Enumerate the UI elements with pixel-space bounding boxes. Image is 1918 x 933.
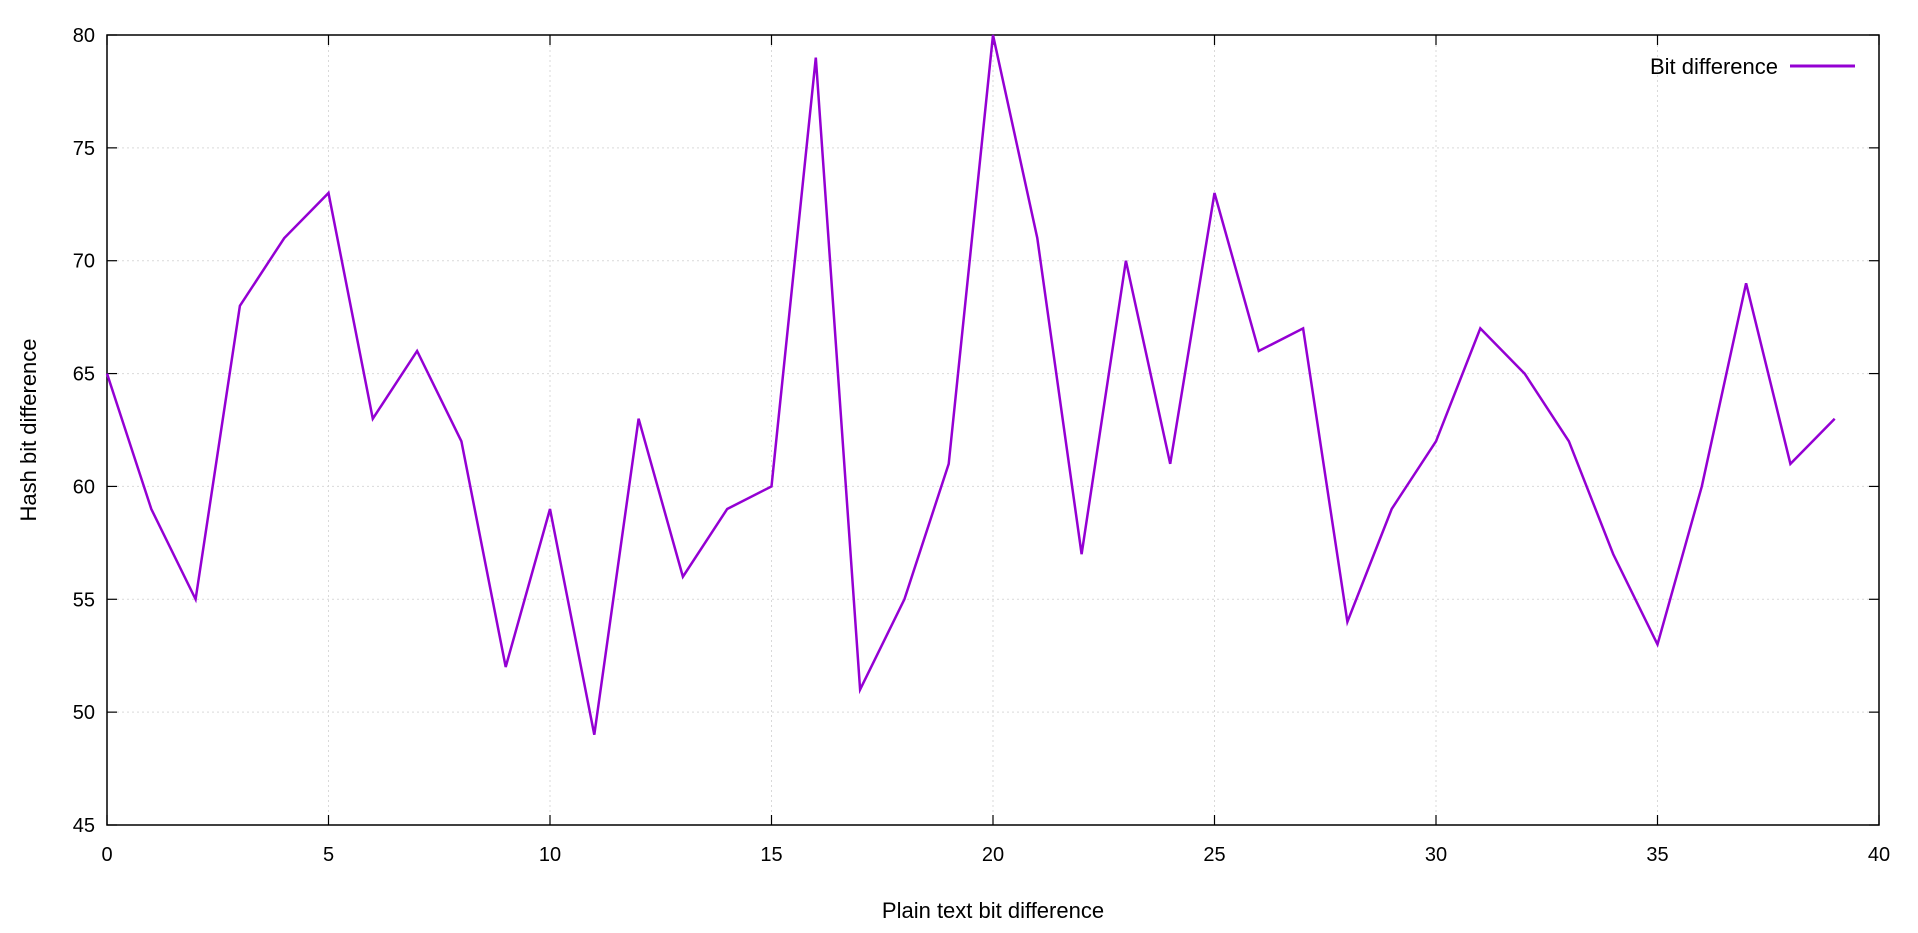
y-tick-label: 65 <box>73 364 95 386</box>
y-tick-label: 55 <box>73 589 95 611</box>
x-tick-label: 0 <box>101 844 112 866</box>
x-tick-label: 15 <box>760 844 782 866</box>
y-tick-labels: 45 50 55 60 65 70 75 80 <box>73 25 95 837</box>
y-tick-label: 70 <box>73 251 95 273</box>
legend: Bit difference <box>1650 54 1855 79</box>
x-axis-title: Plain text bit difference <box>882 898 1104 923</box>
axis-ticks <box>106 34 1880 826</box>
x-tick-label: 35 <box>1646 844 1668 866</box>
x-tick-label: 5 <box>323 844 334 866</box>
x-tick-label: 30 <box>1425 844 1447 866</box>
x-tick-label: 40 <box>1868 844 1890 866</box>
y-tick-label: 60 <box>73 476 95 498</box>
series-line <box>105 34 1836 735</box>
x-tick-label: 20 <box>982 844 1004 866</box>
grid-lines <box>107 35 1879 825</box>
x-tick-label: 25 <box>1203 844 1225 866</box>
y-tick-label: 45 <box>73 815 95 837</box>
y-tick-label: 50 <box>73 702 95 724</box>
x-tick-label: 10 <box>539 844 561 866</box>
x-tick-labels: 0 5 10 15 20 25 30 35 40 <box>101 844 1890 866</box>
series-layer <box>105 34 1836 735</box>
legend-label: Bit difference <box>1650 54 1778 79</box>
y-tick-label: 80 <box>73 25 95 47</box>
y-tick-label: 75 <box>73 138 95 160</box>
y-axis-title: Hash bit difference <box>16 338 41 521</box>
